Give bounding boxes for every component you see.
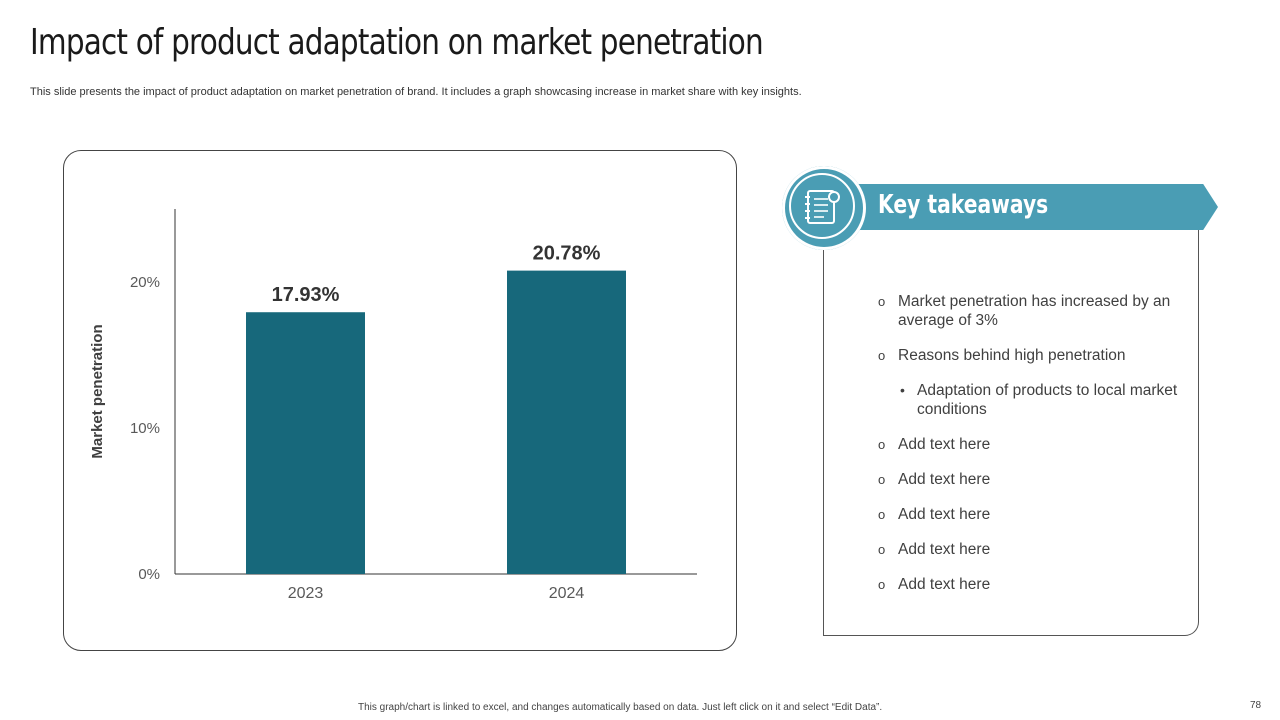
takeaway-text: Add text here — [898, 436, 991, 453]
bar-chart[interactable]: 0% 10% 20% Market penetration 17.93% 2023 20.7… — [64, 151, 738, 652]
takeaway-bullet: • — [900, 382, 905, 398]
takeaway-item: o Market penetration has increased by an … — [878, 292, 1188, 330]
takeaway-bullet: o — [878, 294, 886, 309]
takeaway-item: • Adaptation of products to local market … — [878, 381, 1188, 419]
takeaway-item: o Add text here — [878, 575, 1188, 594]
y-axis-title: Market penetration — [89, 324, 106, 458]
takeaway-item: o Add text here — [878, 435, 1188, 454]
takeaway-text: Add text here — [898, 541, 991, 558]
footer-note: This graph/chart is linked to excel, and… — [358, 702, 883, 713]
notebook-icon-ring — [789, 173, 855, 239]
takeaway-text: Add text here — [898, 506, 991, 523]
page-subtitle: This slide presents the impact of produc… — [30, 86, 802, 98]
y-tick-label: 0% — [138, 566, 160, 583]
takeaway-bullet: o — [878, 577, 886, 592]
bar-2023[interactable] — [246, 312, 365, 574]
takeaway-text: Adaptation of products to local market c… — [917, 382, 1178, 418]
takeaway-text: Add text here — [898, 471, 991, 488]
takeaway-bullet: o — [878, 542, 886, 557]
takeaway-bullet: o — [878, 507, 886, 522]
page-number: 78 — [1250, 700, 1262, 711]
takeaway-bullet: o — [878, 348, 886, 363]
takeaways-box — [823, 222, 1199, 636]
notebook-icon — [805, 190, 840, 224]
takeaway-text: Market penetration has increased by an a… — [898, 293, 1171, 329]
takeaway-item: o Add text here — [878, 540, 1188, 559]
takeaway-item: o Add text here — [878, 505, 1188, 524]
takeaway-bullet: o — [878, 437, 886, 452]
takeaways-heading: Key takeaways — [878, 190, 1049, 220]
data-label: 20.78% — [533, 243, 601, 265]
takeaway-item: o Add text here — [878, 470, 1188, 489]
takeaways-list: o Market penetration has increased by an … — [878, 292, 1188, 610]
takeaway-bullet: o — [878, 472, 886, 487]
x-tick-label: 2023 — [288, 585, 324, 602]
takeaway-text: Add text here — [898, 576, 991, 593]
bar-2024[interactable] — [507, 270, 626, 574]
y-tick-label: 20% — [130, 274, 160, 291]
y-tick-label: 10% — [130, 420, 160, 437]
takeaways-banner — [848, 184, 1218, 230]
chart-panel: 0% 10% 20% Market penetration 17.93% 2023 20.7… — [63, 150, 737, 651]
data-label: 17.93% — [272, 284, 340, 306]
page-title: Impact of product adaptation on market p… — [30, 22, 764, 63]
takeaway-item: o Reasons behind high penetration — [878, 346, 1188, 365]
x-tick-label: 2024 — [549, 585, 585, 602]
takeaway-text: Reasons behind high penetration — [898, 347, 1126, 364]
